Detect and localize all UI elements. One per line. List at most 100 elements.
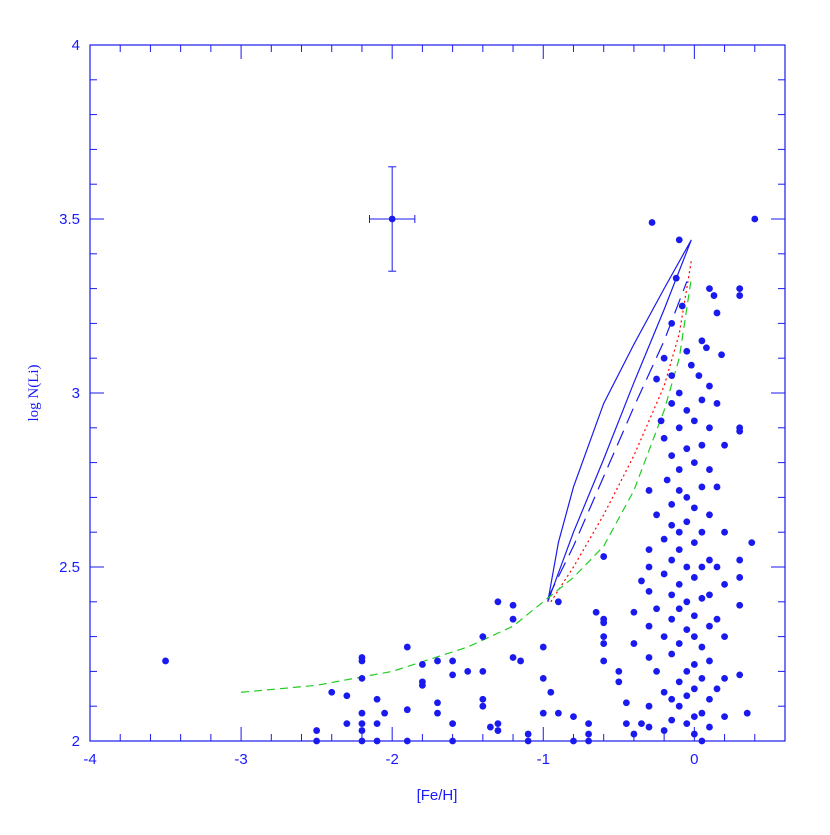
data-point [698, 594, 706, 602]
data-point [698, 737, 706, 745]
data-point [675, 546, 683, 553]
data-point [683, 692, 691, 700]
error-point [388, 215, 396, 223]
data-point [486, 723, 494, 731]
data-point [675, 389, 683, 397]
data-point [675, 640, 683, 647]
data-point [721, 674, 728, 682]
data-point [683, 518, 691, 526]
data-point [683, 720, 691, 727]
data-point [668, 372, 676, 379]
data-point [645, 546, 653, 553]
data-point [668, 500, 676, 508]
data-point [434, 699, 441, 707]
data-point [683, 407, 691, 414]
data-point [449, 737, 457, 745]
data-point [479, 702, 487, 710]
data-point [570, 713, 577, 721]
data-point [668, 452, 676, 460]
data-point [343, 720, 351, 727]
data-point [539, 709, 547, 717]
y-tick-label: 2.5 [59, 559, 80, 576]
data-point [683, 598, 691, 606]
data-point [479, 633, 487, 640]
data-point [751, 215, 759, 223]
data-point [645, 702, 653, 710]
data-point [675, 236, 683, 244]
data-point [698, 709, 706, 717]
data-point [524, 737, 532, 745]
data-point [721, 528, 728, 536]
data-point [449, 720, 457, 727]
data-point [585, 730, 592, 738]
data-point [373, 720, 381, 727]
data-point [592, 608, 600, 616]
data-point [660, 434, 668, 442]
data-point [683, 445, 691, 453]
data-point [668, 320, 676, 327]
data-point [690, 459, 698, 466]
data-point [690, 730, 698, 738]
data-point [668, 695, 676, 703]
data-point [683, 626, 691, 634]
data-point [653, 511, 660, 519]
data-point [698, 563, 706, 571]
data-point [554, 598, 562, 606]
data-point [622, 720, 630, 727]
data-point [706, 591, 713, 599]
data-point [713, 615, 721, 623]
data-point [706, 424, 713, 432]
data-point [675, 528, 683, 536]
data-point [698, 528, 706, 536]
data-point [706, 657, 713, 665]
data-point [713, 563, 721, 571]
data-point [668, 615, 676, 623]
data-point [358, 709, 366, 717]
data-point [718, 351, 725, 359]
data-point [494, 598, 502, 606]
data-point [690, 685, 698, 693]
data-point [736, 574, 744, 581]
data-point [449, 657, 457, 665]
data-point [748, 539, 756, 547]
data-point [690, 574, 698, 581]
data-point [713, 400, 721, 407]
data-point [698, 396, 706, 404]
data-point [418, 661, 426, 668]
data-point [509, 654, 517, 661]
data-point [600, 553, 608, 560]
data-point [668, 650, 676, 658]
data-point [710, 292, 718, 299]
data-point [645, 487, 653, 494]
data-point [690, 713, 698, 721]
data-point [698, 643, 706, 651]
model-curve [550, 260, 692, 603]
data-point [547, 688, 555, 696]
data-point [713, 483, 721, 491]
data-point [703, 344, 710, 352]
data-point [690, 661, 698, 668]
data-point [678, 302, 686, 310]
data-point [721, 581, 728, 588]
data-point [675, 581, 683, 588]
data-point [630, 730, 638, 738]
data-point [660, 535, 668, 543]
data-point [706, 556, 713, 564]
data-point [630, 608, 638, 616]
data-point [675, 487, 683, 494]
data-point [698, 483, 706, 491]
data-point [668, 556, 676, 564]
data-point [313, 727, 321, 734]
y-tick-label: 2 [72, 733, 80, 750]
data-point [648, 219, 656, 226]
data-point [638, 577, 645, 585]
data-point [630, 640, 638, 647]
data-point [690, 504, 698, 512]
data-point [570, 737, 577, 745]
data-point [645, 587, 653, 595]
data-point [706, 382, 713, 390]
data-point [449, 671, 457, 679]
data-point [736, 601, 744, 609]
